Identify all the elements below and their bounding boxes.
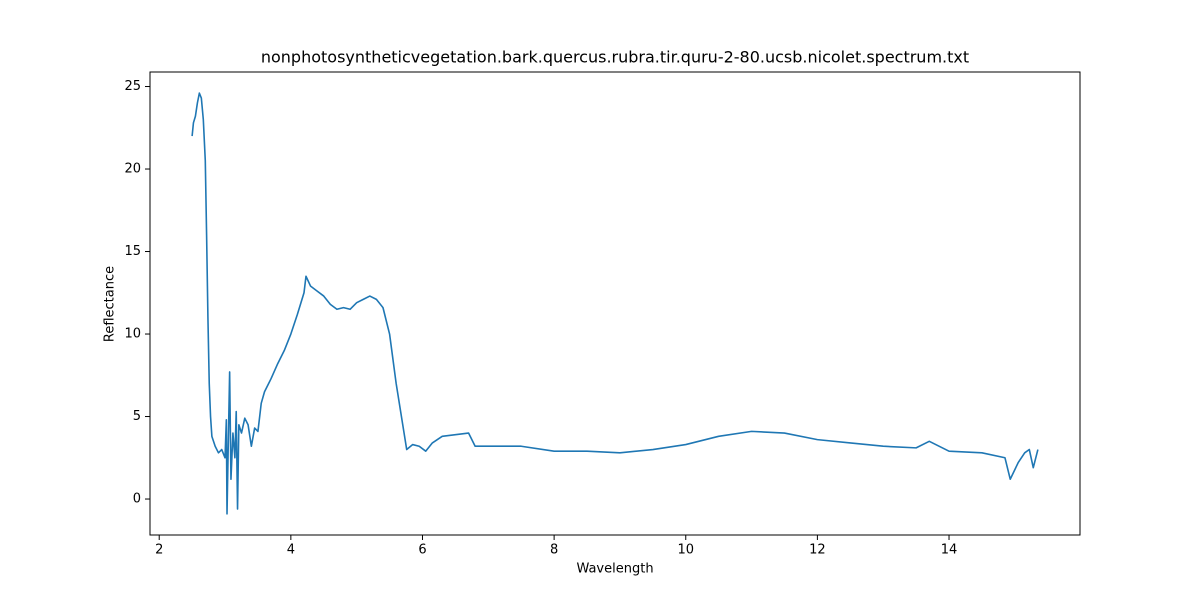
y-tick-label: 0 — [133, 492, 141, 507]
x-tick-label: 6 — [418, 543, 426, 558]
y-axis-label: Reflectance — [103, 266, 118, 342]
chart-title: nonphotosyntheticvegetation.bark.quercus… — [261, 48, 969, 67]
x-tick-label: 10 — [677, 543, 694, 558]
y-tick-label: 15 — [124, 244, 141, 259]
y-tick-label: 10 — [124, 327, 141, 342]
x-tick-label: 8 — [550, 543, 558, 558]
x-tick-label: 14 — [941, 543, 958, 558]
plot-frame — [149, 71, 1081, 536]
x-tick-label: 2 — [155, 543, 163, 558]
x-axis-label: Wavelength — [576, 562, 653, 577]
y-tick-label: 20 — [124, 162, 141, 177]
x-tick-label: 4 — [287, 543, 295, 558]
x-tick-label: 12 — [809, 543, 826, 558]
series-line — [191, 92, 1039, 515]
y-tick-label: 5 — [133, 409, 141, 424]
y-tick-label: 25 — [124, 79, 141, 94]
